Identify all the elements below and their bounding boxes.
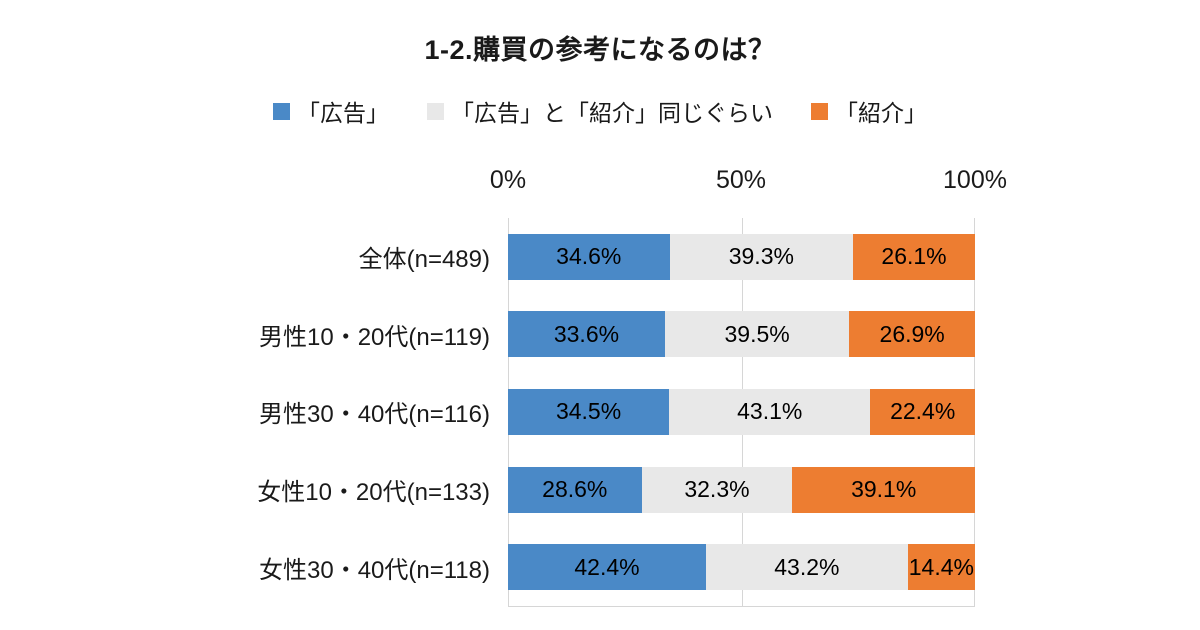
stacked-bar: 28.6% 32.3% 39.1% — [508, 466, 975, 513]
chart-row: 男性10・20代(n=119) 33.6% 39.5% 26.9% — [0, 296, 1200, 374]
bar-segment-2: 39.1% — [792, 466, 975, 513]
category-label: 男性30・40代(n=116) — [259, 401, 490, 429]
value-label: 28.6% — [542, 476, 608, 503]
chart-row: 女性10・20代(n=133) 28.6% 32.3% 39.1% — [0, 451, 1200, 529]
legend-item-2: 「紹介」 — [811, 94, 927, 128]
bar-segment-2: 26.9% — [849, 311, 975, 358]
value-label: 33.6% — [553, 320, 620, 347]
value-label: 26.1% — [881, 243, 947, 270]
value-label: 39.3% — [728, 243, 794, 270]
bar-segment-2: 26.1% — [853, 233, 975, 280]
legend-label: 「紹介」 — [835, 100, 927, 126]
legend-swatch-icon — [273, 102, 290, 120]
value-label: 39.1% — [851, 476, 917, 503]
value-label: 43.1% — [737, 398, 803, 425]
bar-segment-1: 43.2% — [706, 544, 908, 591]
legend-swatch-icon — [427, 102, 444, 120]
x-axis: 0% 50% 100% — [0, 166, 1200, 198]
bar-segment-2: 22.4% — [870, 388, 975, 435]
chart-rows: 全体(n=489) 34.6% 39.3% 26.1% 男性10・20代(n=119) 3… — [0, 218, 1200, 606]
category-label: 女性10・20代(n=133) — [257, 479, 490, 507]
chart-row: 男性30・40代(n=116) 34.5% 43.1% 22.4% — [0, 373, 1200, 451]
value-label: 42.4% — [574, 553, 640, 580]
legend-item-0: 「広告」 — [273, 94, 389, 128]
bar-segment-0: 33.6% — [508, 311, 665, 358]
bar-segment-0: 34.6% — [508, 233, 670, 280]
bar-segment-1: 32.3% — [641, 466, 793, 513]
stacked-bar: 42.4% 43.2% 14.4% — [508, 544, 975, 591]
category-label: 男性10・20代(n=119) — [259, 323, 490, 351]
legend-label: 「広告」と「紹介」同じぐらい — [451, 100, 773, 126]
stacked-bar: 34.5% 43.1% 22.4% — [508, 388, 975, 435]
value-label: 43.2% — [774, 553, 840, 580]
legend-label: 「広告」 — [297, 100, 389, 126]
value-label: 32.3% — [684, 476, 750, 503]
chart-title: 1-2.購買の参考になるのは？ — [424, 35, 776, 65]
chart-row: 全体(n=489) 34.6% 39.3% 26.1% — [0, 218, 1200, 296]
x-axis-tick-0: 0% — [489, 166, 527, 194]
legend-swatch-icon — [811, 102, 828, 120]
bar-segment-1: 43.1% — [669, 388, 871, 435]
bar-segment-0: 28.6% — [508, 466, 642, 513]
category-label: 女性30・40代(n=118) — [259, 556, 490, 584]
bar-segment-0: 42.4% — [508, 544, 706, 591]
value-label: 22.4% — [890, 398, 956, 425]
legend-item-1: 「広告」と「紹介」同じぐらい — [427, 94, 773, 128]
bar-segment-1: 39.3% — [669, 233, 854, 280]
stacked-bar: 33.6% 39.5% 26.9% — [508, 311, 975, 358]
value-label: 39.5% — [724, 320, 790, 347]
bar-segment-1: 39.5% — [664, 311, 850, 358]
legend: 「広告」 「広告」と「紹介」同じぐらい 「紹介」 — [0, 94, 1200, 128]
bar-segment-2: 14.4% — [907, 544, 975, 591]
value-label: 34.6% — [556, 243, 622, 270]
x-axis-tick-50: 50% — [715, 166, 767, 194]
bar-segment-0: 34.5% — [508, 388, 670, 435]
value-label: 34.5% — [555, 398, 622, 425]
category-label: 全体(n=489) — [358, 246, 490, 274]
stacked-bar: 34.6% 39.3% 26.1% — [508, 233, 975, 280]
value-label: 26.9% — [879, 320, 945, 347]
x-axis-tick-100: 100% — [943, 166, 1007, 194]
value-label: 14.4% — [908, 553, 974, 580]
chart-row: 女性30・40代(n=118) 42.4% 43.2% 14.4% — [0, 528, 1200, 606]
